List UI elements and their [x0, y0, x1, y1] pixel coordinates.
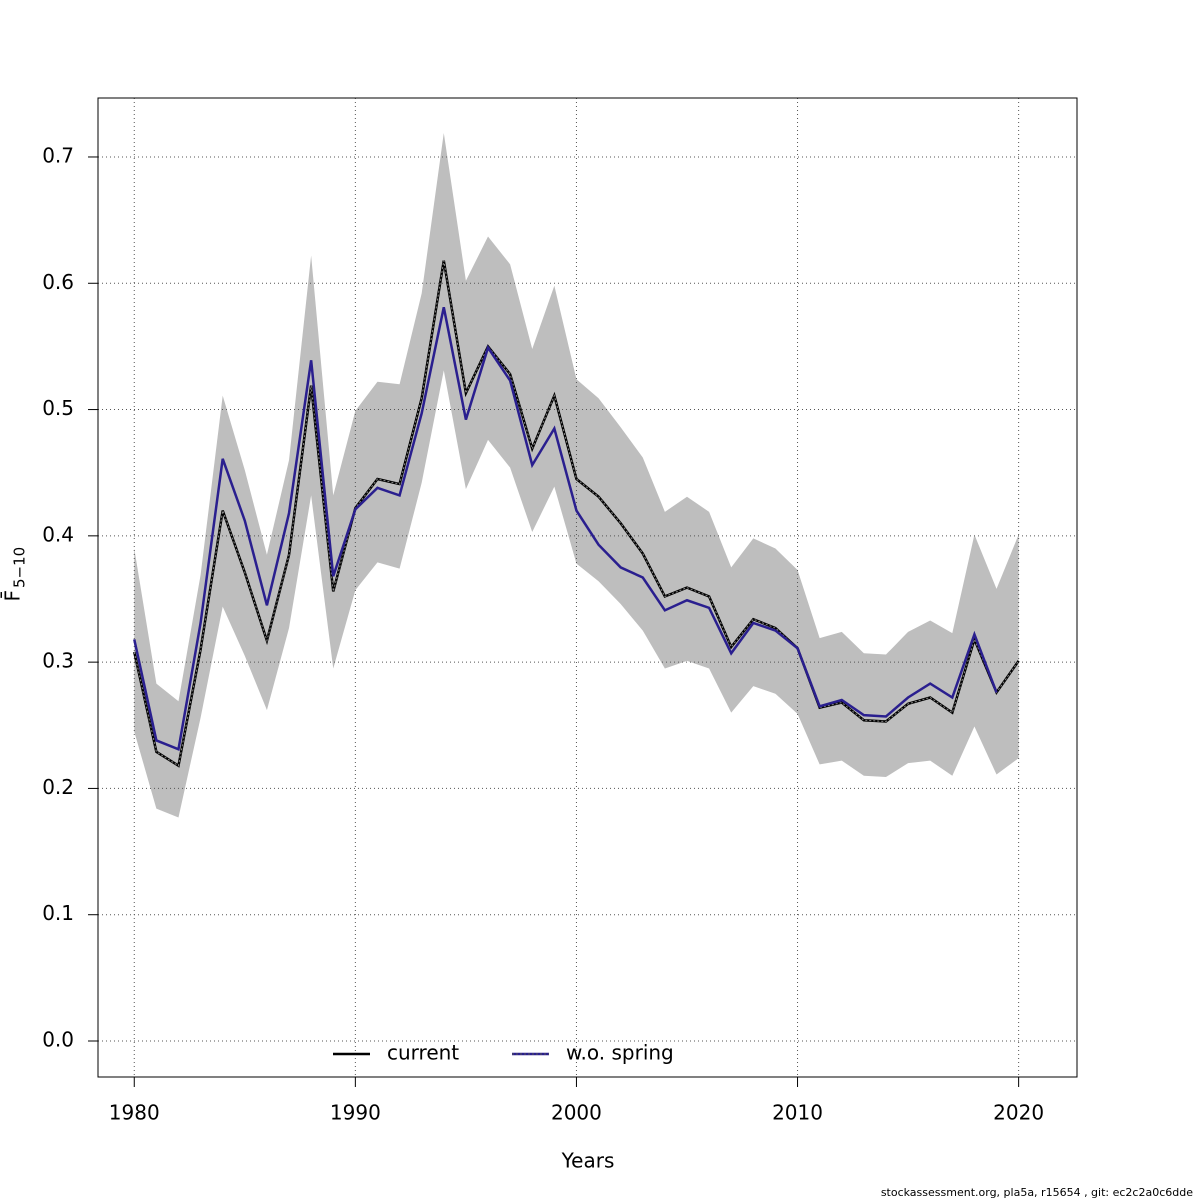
x-tick-label: 2000: [551, 1101, 602, 1125]
x-tick-label: 2010: [772, 1101, 823, 1125]
y-axis-label: F̄: [0, 590, 25, 602]
x-tick-label: 1990: [330, 1101, 381, 1125]
y-tick-label: 0.0: [42, 1028, 74, 1052]
legend-label: current: [387, 1041, 459, 1065]
y-tick-label: 0.5: [42, 396, 74, 420]
y-tick-label: 0.4: [42, 522, 74, 546]
x-axis-label: Years: [561, 1149, 615, 1173]
plot-frame: [97, 97, 1078, 1078]
legend-label: w.o. spring: [566, 1041, 674, 1065]
footer: stockassessment.org, pla5a, r15654 , git…: [881, 1186, 1193, 1199]
series-line: [133, 307, 998, 752]
series-line-overlay: [133, 260, 1020, 767]
y-tick-label: 0.1: [42, 901, 74, 925]
y-axis-label-sub: 5−10: [11, 547, 29, 588]
y-tick-label: 0.3: [42, 649, 74, 673]
x-tick-label: 1980: [109, 1101, 160, 1125]
x-tick-label: 2020: [993, 1101, 1044, 1125]
y-tick-label: 0.7: [42, 143, 74, 167]
y-tick-label: 0.2: [42, 775, 74, 799]
y-axis-label-group: F̄ 5−10: [0, 547, 29, 602]
y-tick-label: 0.6: [42, 270, 74, 294]
